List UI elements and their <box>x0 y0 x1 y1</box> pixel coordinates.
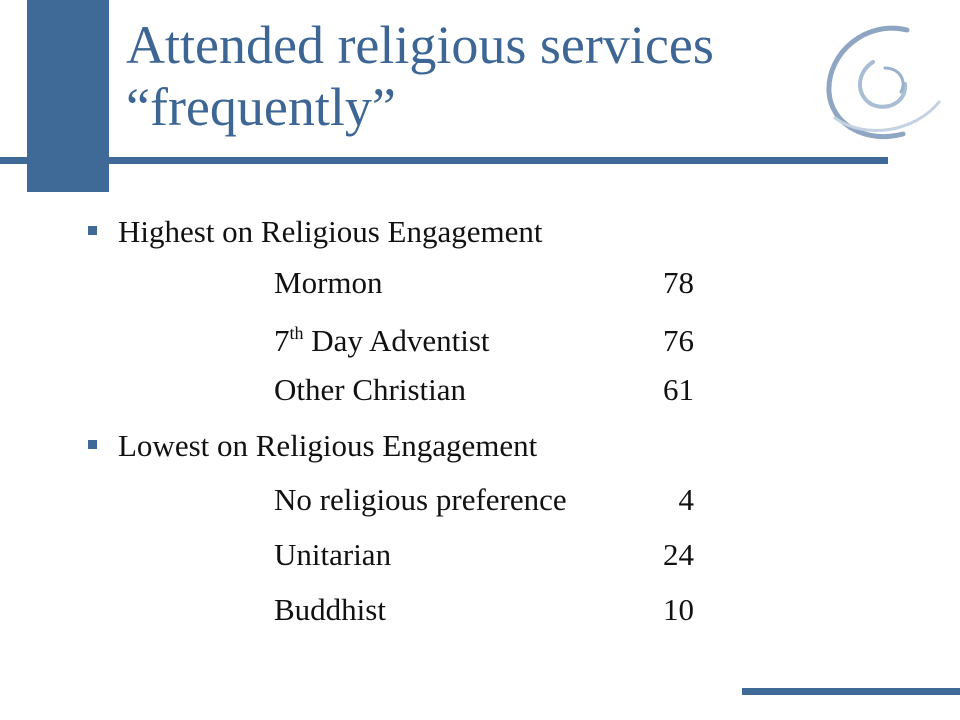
slide-title: Attended religious services “frequently” <box>126 14 806 138</box>
section-heading-lowest: Lowest on Religious Engagement <box>88 428 537 464</box>
denomination-name-superscript: th <box>289 323 304 343</box>
denomination-name: Mormon <box>274 265 383 300</box>
section-heading-label: Lowest on Religious Engagement <box>118 428 538 463</box>
title-underline-rule <box>0 157 888 164</box>
swirl-logo-icon <box>826 25 941 140</box>
denomination-name-prefix: 7 <box>274 323 290 358</box>
denomination-name: Other Christian <box>274 372 466 407</box>
square-bullet-icon <box>88 226 97 236</box>
denomination-name: Unitarian <box>274 537 392 572</box>
denomination-name: Buddhist <box>274 592 386 627</box>
section-heading-label: Highest on Religious Engagement <box>118 214 543 249</box>
denomination-value: 4 <box>678 482 695 517</box>
denomination-value: 24 <box>663 537 694 572</box>
denomination-value: 10 <box>663 592 694 627</box>
bottom-accent-rule <box>742 688 960 695</box>
denomination-value: 78 <box>663 265 694 300</box>
denomination-value: 61 <box>663 372 694 407</box>
denomination-name: 7th Day Adventist <box>274 323 490 359</box>
denomination-name-suffix: Day Adventist <box>303 323 490 358</box>
slide-title-line-2: “frequently” <box>126 77 396 137</box>
denomination-value: 76 <box>663 323 694 358</box>
denomination-name: No religious preference <box>274 482 567 517</box>
square-bullet-icon <box>88 440 97 450</box>
slide-title-line-1: Attended religious services <box>126 15 714 75</box>
section-heading-highest: Highest on Religious Engagement <box>88 214 542 250</box>
